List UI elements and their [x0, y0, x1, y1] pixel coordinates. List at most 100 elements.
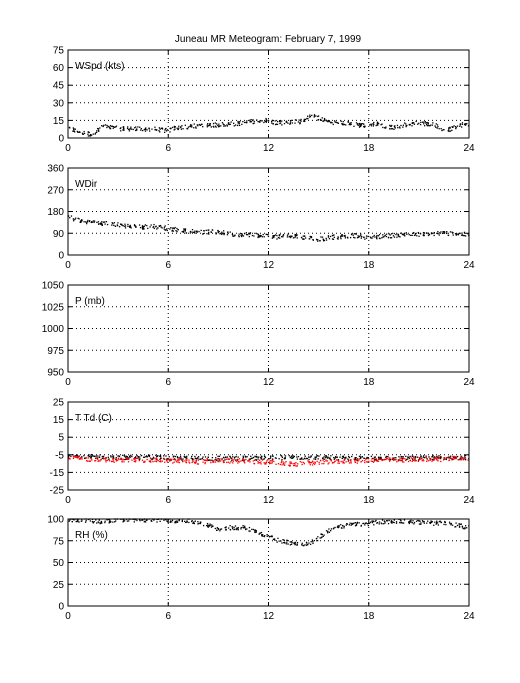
data-point [196, 124, 198, 126]
data-point [353, 522, 355, 524]
data-point [251, 457, 254, 459]
data-point [106, 126, 108, 129]
data-point [80, 221, 82, 223]
data-point [208, 524, 210, 527]
data-point [463, 458, 466, 460]
data-point [422, 521, 424, 523]
data-point [173, 125, 176, 128]
data-point [275, 123, 278, 125]
data-point [225, 526, 227, 528]
data-point [328, 457, 330, 459]
y-tick-label: 5 [58, 433, 64, 444]
data-point [239, 120, 241, 123]
data-point [312, 238, 314, 241]
y-axis-label: T Td (C) [75, 413, 112, 424]
data-point [88, 460, 90, 462]
data-point [200, 521, 202, 523]
x-tick-label: 18 [363, 377, 375, 388]
data-point [442, 231, 444, 233]
data-point [176, 521, 179, 523]
data-point [408, 456, 410, 458]
data-point [129, 225, 131, 227]
data-point [423, 520, 425, 523]
data-point [253, 122, 255, 124]
data-point [253, 462, 255, 465]
data-point [290, 235, 293, 238]
data-point [246, 120, 248, 122]
data-point [107, 518, 110, 521]
data-point [341, 123, 344, 126]
data-point [118, 458, 120, 461]
data-point [241, 235, 243, 238]
data-point [387, 456, 389, 458]
data-point [461, 232, 463, 234]
data-point [143, 225, 145, 228]
data-point [390, 125, 392, 128]
data-point [254, 232, 256, 235]
data-point [178, 457, 180, 459]
data-point [402, 457, 405, 459]
data-point [146, 458, 148, 461]
data-point [464, 123, 466, 125]
data-point [364, 238, 366, 240]
data-point [137, 457, 140, 459]
data-point [337, 238, 339, 240]
data-point [254, 529, 256, 531]
data-point [314, 456, 316, 458]
data-point [272, 119, 274, 122]
data-point [372, 457, 375, 460]
data-point [176, 227, 178, 230]
data-point [134, 457, 136, 460]
data-point [238, 458, 241, 460]
data-point [226, 456, 229, 458]
data-point [337, 122, 340, 124]
data-point [393, 232, 395, 235]
data-point [331, 238, 334, 240]
data-point [436, 520, 438, 522]
data-point [221, 122, 224, 124]
data-point [146, 456, 148, 458]
data-point [254, 459, 256, 461]
data-point [234, 456, 236, 458]
data-point [137, 456, 139, 458]
data-point [308, 116, 311, 118]
data-point [78, 131, 80, 133]
data-point [418, 122, 420, 124]
data-point [194, 232, 196, 234]
y-tick-label: 975 [47, 346, 64, 357]
data-point [201, 123, 203, 126]
x-tick-label: 6 [165, 495, 171, 506]
data-point [447, 234, 450, 237]
data-point [133, 127, 136, 129]
data-point [274, 123, 277, 126]
data-point [80, 457, 82, 459]
data-point [207, 458, 209, 461]
data-point [412, 232, 414, 234]
data-point [202, 456, 204, 458]
data-point [422, 458, 424, 461]
data-point [432, 454, 434, 457]
data-point [143, 456, 145, 458]
data-point [227, 231, 229, 233]
data-point [142, 519, 144, 521]
data-point [359, 458, 361, 460]
data-point [249, 119, 251, 121]
data-point [231, 459, 233, 462]
data-point [245, 458, 247, 461]
data-point [81, 520, 83, 522]
data-point [335, 459, 338, 461]
data-point [376, 459, 378, 461]
data-point [459, 459, 461, 461]
data-point [420, 455, 422, 458]
data-point [249, 461, 251, 463]
data-point [186, 521, 188, 523]
data-point [257, 233, 260, 236]
data-point [70, 215, 73, 217]
data-point [143, 456, 146, 458]
data-point [425, 232, 428, 234]
data-point [464, 457, 467, 459]
data-point [223, 233, 225, 235]
data-point [375, 458, 377, 460]
data-point [394, 125, 396, 127]
data-point [345, 457, 347, 459]
